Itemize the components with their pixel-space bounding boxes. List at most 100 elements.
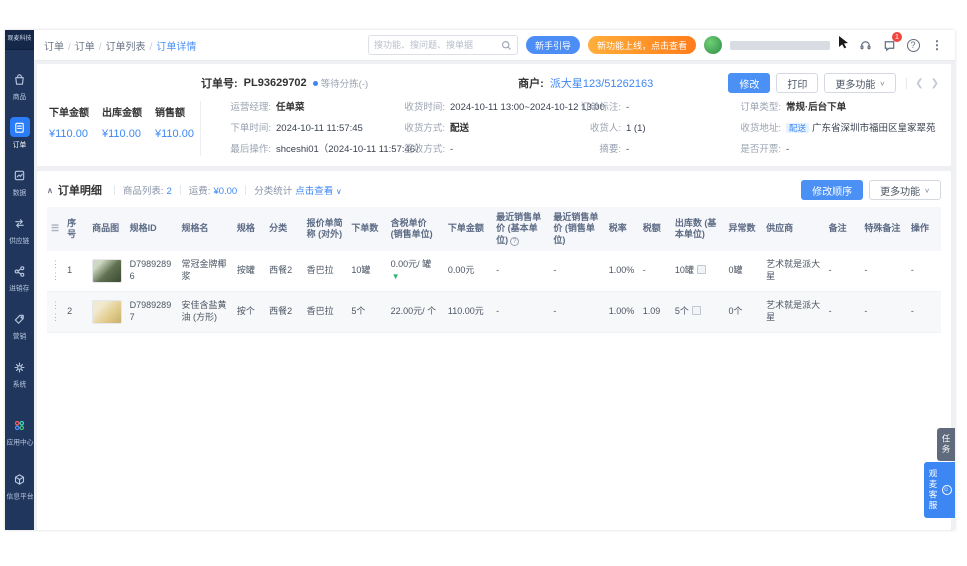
message-badge: 1 xyxy=(892,32,902,42)
breadcrumb-order-detail: 订单详情 xyxy=(156,41,197,53)
col-price: 含税单价 (销售单位) xyxy=(386,207,444,251)
cell-tax-rate: 1.00% xyxy=(604,250,639,292)
avatar[interactable] xyxy=(704,36,722,54)
cell-recent-sale: - xyxy=(549,291,605,333)
sidebar-item-goods[interactable]: 商品 xyxy=(5,64,34,108)
next-order-button[interactable]: ❯ xyxy=(930,77,939,89)
sidebar-item-app-center[interactable]: 应用中心 xyxy=(5,410,34,454)
sidebar-item-info-platform[interactable]: 信息平台 xyxy=(5,464,34,508)
order-no-value: PL93629702 xyxy=(243,77,307,89)
sales-amount-label: 销售额 xyxy=(155,108,185,119)
sidebar-item-supply-chain[interactable]: 供应链 xyxy=(5,208,34,252)
mouse-cursor-icon xyxy=(838,36,849,54)
print-button[interactable]: 打印 xyxy=(776,73,819,93)
drag-handle-icon: ☰ xyxy=(51,223,60,234)
newbie-guide-button[interactable]: 新手引导 xyxy=(525,36,580,54)
col-image: 商品图 xyxy=(88,207,126,251)
task-float-tab[interactable]: 任务 xyxy=(937,428,955,461)
help-icon[interactable]: ? xyxy=(905,37,921,53)
main-area: 订单 订单 订单列表 订单详情 新手引导 新功能上线，点击查看 xyxy=(34,30,955,530)
goods-list-count: 商品列表: 2 xyxy=(122,186,172,197)
detail-order-time: 下单时间: 2024-10-11 11:57:45 xyxy=(230,123,363,134)
view-stats-link[interactable]: 点击查看 xyxy=(295,186,334,197)
cell-tax-rate: 1.00% xyxy=(604,291,639,333)
cell-no: 2 xyxy=(63,291,89,333)
product-image[interactable] xyxy=(92,299,123,324)
cell-amount: 110.00元 xyxy=(443,291,493,333)
prev-order-button[interactable]: ❮ xyxy=(915,77,924,89)
cell-recent-base: - xyxy=(492,291,550,333)
edit-icon[interactable] xyxy=(696,264,706,274)
table-more-actions-button[interactable]: 更多功能 ∨ xyxy=(869,180,941,200)
breadcrumb-orders[interactable]: 订单 xyxy=(44,38,71,53)
cell-op: - xyxy=(906,250,941,292)
sidebar-item-system[interactable]: 系统 xyxy=(5,352,34,396)
chevron-down-icon: ∨ xyxy=(879,79,886,87)
col-spec-id: 规格ID xyxy=(125,207,178,251)
col-spec-name: 规格名 xyxy=(177,207,233,251)
edit-button[interactable]: 修改 xyxy=(728,73,771,93)
sidebar-item-label: 供应链 xyxy=(9,236,30,245)
breadcrumb-order-list[interactable]: 订单列表 xyxy=(106,38,153,53)
order-status: 等待分拣(-) xyxy=(312,76,368,90)
search-input[interactable] xyxy=(373,40,501,50)
cell-order-qty: 10罐 xyxy=(347,250,387,292)
sidebar-item-label: 营销 xyxy=(12,332,27,341)
detail-order-note: 订单标注: - xyxy=(580,102,630,113)
col-special-note: 特殊备注 xyxy=(860,207,907,251)
detail-operator: 运营经理: 任单菜 xyxy=(230,102,305,113)
collapse-section-toggle[interactable]: ∧ 订单明细 xyxy=(47,185,102,197)
global-search[interactable] xyxy=(367,35,518,55)
breadcrumb: 订单 订单 订单列表 订单详情 xyxy=(44,38,196,53)
drag-handle-icon[interactable]: ⋮⋮ xyxy=(51,259,60,281)
sidebar-item-orders[interactable]: 订单 xyxy=(5,112,34,156)
modify-order-lines-button[interactable]: 修改顺序 xyxy=(801,180,864,200)
cell-out-qty: 10罐 xyxy=(670,250,725,292)
outbound-amount-label: 出库金额 xyxy=(102,108,142,119)
breadcrumb-orders-2[interactable]: 订单 xyxy=(75,38,102,53)
col-recent-base: 最近销售单价 (基本单位)? xyxy=(492,207,550,251)
merchant-label: 商户: xyxy=(518,78,544,90)
cell-spec-name: 常冠金牌椰浆 xyxy=(177,250,233,292)
edit-icon[interactable] xyxy=(691,305,701,315)
cell-tax: - xyxy=(638,250,671,292)
detail-receive-time: 收货时间: 2024-10-11 13:00~2024-10-12 13:00 xyxy=(404,102,605,113)
cell-unit: 按罐 xyxy=(232,250,266,292)
more-actions-button[interactable]: 更多功能 ∨ xyxy=(824,73,897,93)
cell-tax: 1.09 xyxy=(638,291,671,333)
col-tax-rate: 税率 xyxy=(604,207,639,251)
messages-icon[interactable]: 1 xyxy=(881,32,902,53)
cell-special-note: - xyxy=(860,250,907,292)
apps-icon xyxy=(10,415,30,435)
sidebar-item-data[interactable]: 数据 xyxy=(5,160,34,204)
detail-order-type: 订单类型: 常规·后台下单 xyxy=(740,102,847,113)
cell-amount: 0.00元 xyxy=(443,250,493,292)
cell-price: 22.00元/ 个 xyxy=(386,291,444,333)
order-info-card: 订单号: PL93629702 等待分拣(-) 商户: 派大星123/51262… xyxy=(37,64,951,166)
sidebar-item-inventory[interactable]: 进销存 xyxy=(5,256,34,300)
info-icon[interactable]: ? xyxy=(510,236,520,246)
cell-supplier: 艺术就是派大星 xyxy=(762,291,825,333)
delivery-tag: 配送 xyxy=(786,123,810,133)
new-feature-button[interactable]: 新功能上线，点击查看 xyxy=(587,36,696,54)
search-icon xyxy=(501,40,511,50)
detail-address: 收货地址: 配送 广东省深圳市福田区皇家翠苑 xyxy=(740,123,936,134)
order-amount-value: ¥110.00 xyxy=(49,128,88,140)
customer-service-float-tab[interactable]: ☺ 观麦客服 xyxy=(924,462,955,518)
merchant-link[interactable]: 派大星123/51262163 xyxy=(549,78,654,90)
sidebar-item-label: 应用中心 xyxy=(6,438,33,447)
support-headset-icon[interactable] xyxy=(857,37,873,53)
detail-invoice: 是否开票: - xyxy=(740,144,790,155)
drag-handle-icon[interactable]: ⋮⋮ xyxy=(51,300,60,322)
order-lines-table: ☰ 序号 商品图 规格ID 规格名 规格 分类 报价单简称 (对外) 下单数 含… xyxy=(47,207,941,333)
col-out-qty: 出库数 (基本单位) xyxy=(670,207,725,251)
topbar: 订单 订单 订单列表 订单详情 新手引导 新功能上线，点击查看 xyxy=(34,30,955,61)
sidebar-item-label: 订单 xyxy=(12,140,27,149)
sidebar-item-marketing[interactable]: 营销 xyxy=(5,304,34,348)
detail-last-op: 最后操作: shceshi01（2024-10-11 11:57:46） xyxy=(230,144,425,155)
product-image[interactable] xyxy=(92,258,123,283)
price-down-icon: ▼ xyxy=(391,271,400,281)
cell-spec-id: D79892896 xyxy=(125,250,178,292)
col-order-qty: 下单数 xyxy=(347,207,387,251)
more-menu-icon[interactable]: ⋮ xyxy=(931,38,943,52)
